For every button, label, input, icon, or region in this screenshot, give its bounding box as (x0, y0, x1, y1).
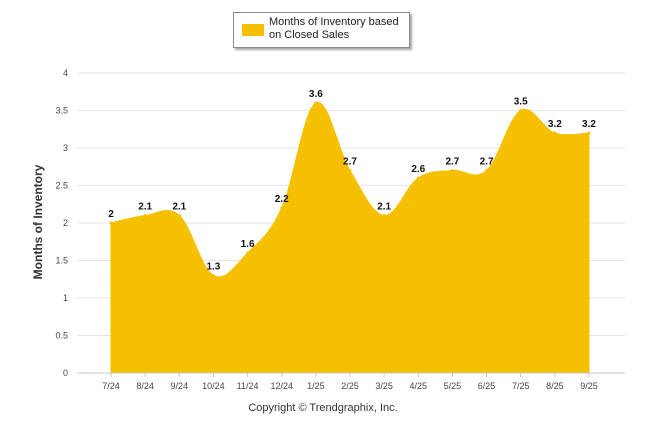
x-tick-label: 10/24 (202, 381, 225, 391)
y-tick-label: 2.5 (55, 181, 68, 191)
data-point (246, 251, 250, 255)
y-tick-label: 4 (63, 68, 68, 78)
x-tick-label: 9/24 (171, 381, 189, 391)
data-label: 2 (108, 209, 114, 220)
data-labels: 2 2.1 2.1 1.3 1.6 2.2 3.6 2.7 2.1 2.6 2.7 2.7 3.5 3.2… (108, 89, 596, 273)
data-label: 2.1 (138, 202, 152, 213)
x-tick-label: 6/25 (478, 381, 496, 391)
x-tick-label: 3/25 (375, 381, 393, 391)
legend-label: Months of Inventory based on Closed Sale… (269, 16, 399, 41)
x-tick-label: 8/25 (546, 381, 564, 391)
data-point (280, 206, 284, 210)
y-tick-label: 3.5 (55, 106, 68, 116)
data-label: 3.2 (582, 119, 596, 130)
y-axis-title: Months of Inventory (31, 164, 45, 280)
x-tick-label: 11/24 (237, 381, 259, 391)
legend: Months of Inventory based on Closed Sale… (233, 12, 410, 48)
data-point (382, 214, 386, 217)
x-tick-label: 12/24 (270, 381, 293, 391)
data-points (109, 101, 591, 277)
data-point (314, 101, 318, 105)
data-point (553, 131, 557, 135)
x-tick-label: 9/25 (580, 381, 598, 391)
data-point (143, 214, 147, 217)
y-tick-label: 1.5 (55, 256, 68, 266)
data-label: 2.7 (480, 157, 494, 168)
data-point (485, 169, 489, 172)
data-point (416, 176, 420, 180)
data-point (450, 169, 454, 172)
data-label: 2.7 (343, 157, 357, 168)
x-tick-label: 7/25 (512, 381, 530, 391)
copyright-credit: Copyright © Trendgraphix, Inc. (248, 402, 398, 414)
x-tick-label: 7/24 (102, 381, 120, 391)
data-point (587, 131, 591, 135)
y-tick-label: 2 (63, 218, 68, 228)
data-label: 2.7 (445, 157, 459, 168)
data-label: 2.1 (172, 202, 186, 213)
y-tick-label: 1 (63, 293, 68, 303)
data-point (211, 274, 215, 277)
y-tick-label: 0.5 (55, 331, 68, 341)
x-tick-label: 5/25 (444, 381, 462, 391)
data-point (519, 109, 523, 112)
data-point (109, 221, 113, 225)
x-tick-label: 8/24 (136, 381, 154, 391)
data-label: 1.6 (241, 239, 255, 250)
x-tick-labels: 7/24 8/24 9/24 10/24 11/24 12/24 1/25 2/25 3/25 4… (102, 373, 598, 391)
data-label: 2.1 (377, 202, 391, 213)
data-label: 3.6 (309, 89, 323, 100)
data-label: 2.6 (411, 164, 425, 175)
legend-swatch (242, 24, 264, 36)
data-label: 1.3 (206, 262, 220, 273)
data-label: 2.2 (275, 194, 289, 205)
x-tick-label: 2/25 (341, 381, 359, 391)
y-tick-labels: 0 0.5 1 1.5 2 2.5 3 3.5 4 (55, 68, 68, 378)
series-area (110, 102, 590, 374)
data-label: 3.5 (514, 97, 528, 108)
data-label: 3.2 (548, 119, 562, 130)
x-tick-label: 1/25 (307, 381, 325, 391)
x-tick-label: 4/25 (410, 381, 428, 391)
y-tick-label: 0 (63, 368, 68, 378)
y-tick-label: 3 (63, 143, 68, 153)
data-point (348, 169, 352, 172)
data-point (177, 214, 181, 217)
